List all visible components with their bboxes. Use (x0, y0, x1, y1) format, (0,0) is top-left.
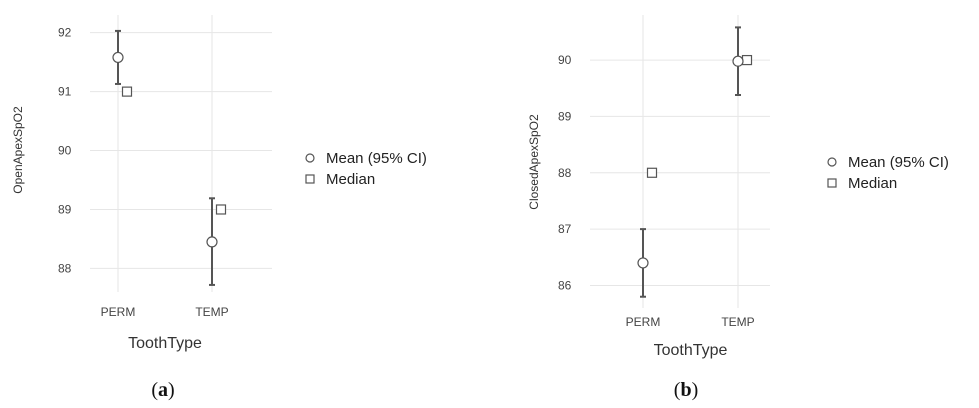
panel-caption: (a) (151, 379, 174, 401)
x-axis-title: ToothType (128, 335, 202, 352)
y-tick-label: 92 (58, 26, 72, 40)
y-tick-label: 89 (558, 109, 572, 123)
y-tick-label: 90 (58, 144, 72, 158)
panel-b: 86 87 88 89 90 PERM TEMP ToothType ClosedApexSpO… (527, 15, 949, 401)
panel-label: b (680, 379, 691, 401)
x-axis-title: ToothType (654, 342, 728, 359)
mean-point (206, 236, 218, 248)
median-point (741, 54, 753, 66)
y-tick-label: 90 (558, 53, 572, 67)
legend-mean-icon (827, 157, 837, 167)
median-point (646, 167, 658, 178)
legend-median-label: Median (848, 175, 897, 192)
y-tick-label: 87 (558, 222, 572, 236)
panel-label: a (158, 379, 168, 401)
x-tick-label: TEMP (195, 305, 228, 319)
y-axis-title: ClosedApexSpO2 (527, 114, 541, 210)
y-axis-title: OpenApexSpO2 (11, 106, 25, 194)
panel-caption: (b) (674, 379, 698, 401)
legend-median-icon (305, 174, 315, 184)
panel-a: 88 89 90 91 92 PERM TEMP ToothType OpenApexSpO2 M… (11, 15, 427, 401)
mean-point (732, 55, 744, 67)
legend-mean-label: Mean (95% CI) (848, 154, 949, 171)
mean-point (637, 257, 649, 269)
legend-mean-label: Mean (95% CI) (326, 150, 427, 167)
legend: Mean (95% CI) Median (305, 150, 427, 188)
x-tick-label: PERM (101, 305, 136, 319)
mean-point (112, 51, 124, 64)
legend-mean-icon (305, 153, 315, 163)
y-tick-label: 88 (58, 261, 72, 275)
legend-median-icon (827, 178, 837, 188)
median-point (215, 204, 227, 215)
x-tick-label: TEMP (721, 315, 754, 329)
median-point (121, 86, 133, 97)
y-tick-label: 89 (58, 202, 72, 216)
y-tick-label: 86 (558, 278, 572, 292)
legend: Mean (95% CI) Median (827, 154, 949, 192)
y-tick-label: 88 (558, 166, 572, 180)
y-tick-label: 91 (58, 85, 72, 99)
x-tick-label: PERM (626, 315, 661, 329)
legend-median-label: Median (326, 171, 375, 188)
